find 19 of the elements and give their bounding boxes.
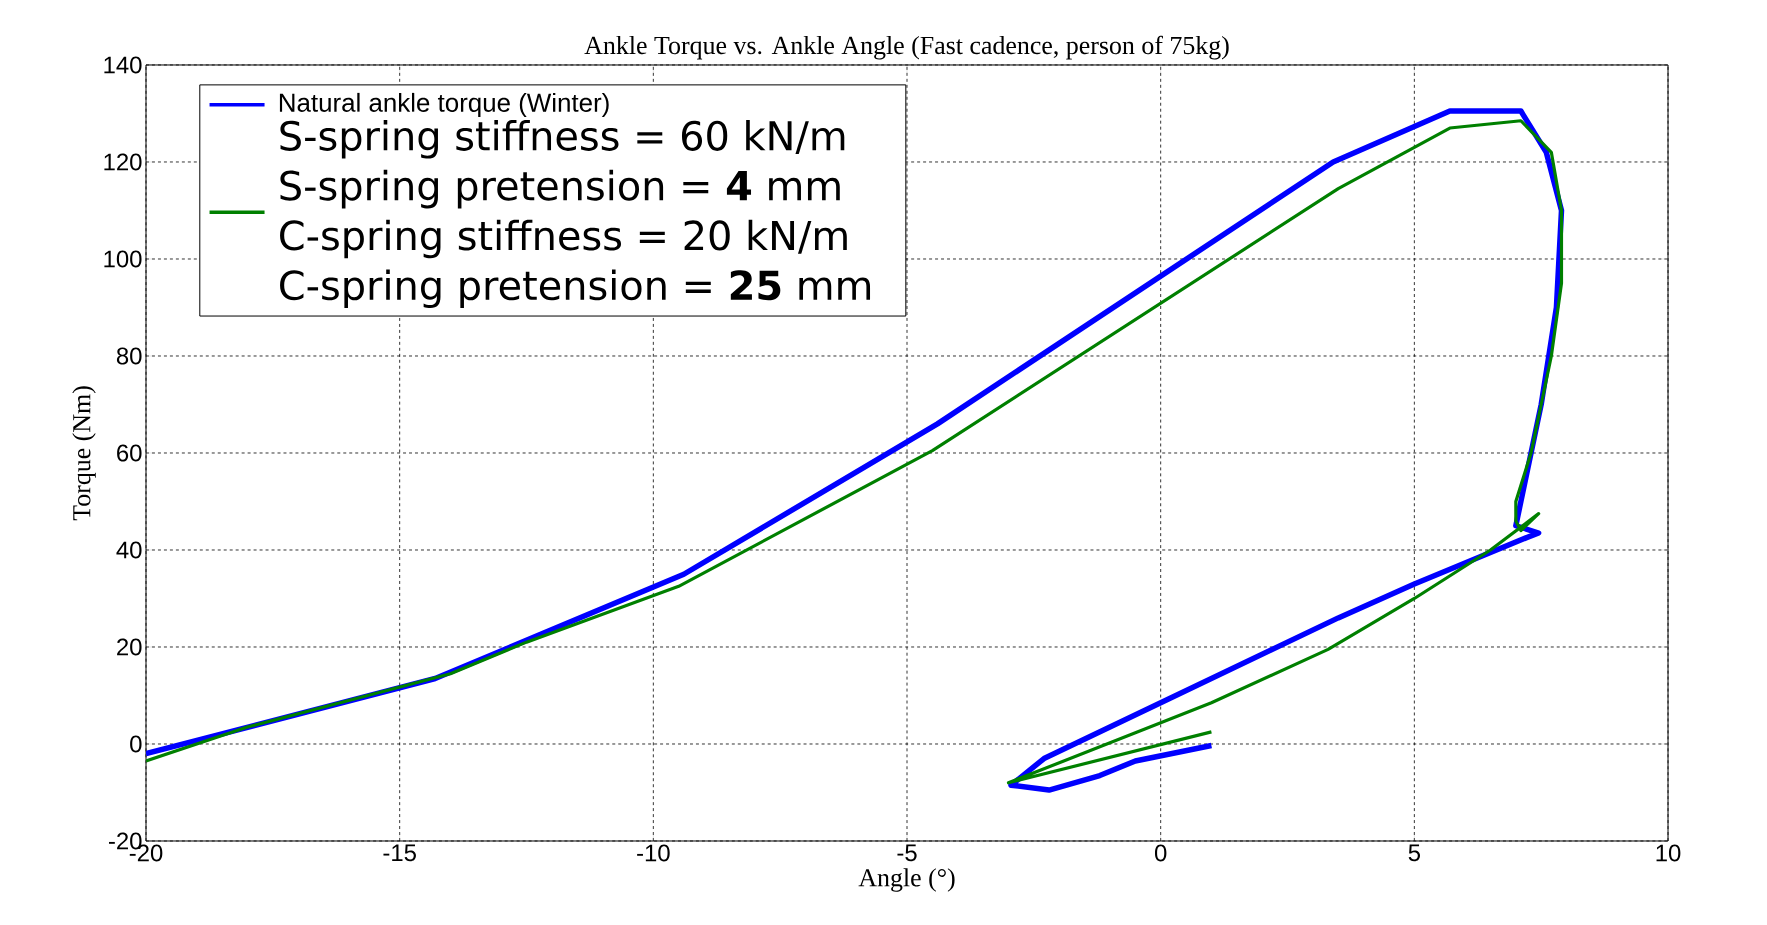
y-tick-label: 60 — [117, 444, 142, 462]
chart-title: Ankle Torque vs. Ankle Angle (Fast cadence, person of 75kg) — [584, 35, 1229, 60]
x-tick-label: 0 — [1154, 844, 1167, 862]
y-tick-label: 0 — [130, 735, 142, 753]
y-tick-label: 100 — [104, 250, 142, 268]
x-tick-label: -15 — [383, 844, 416, 862]
y-tick-label: 120 — [104, 153, 142, 171]
x-axis-title: Angle (°) — [858, 868, 955, 892]
legend-label: Natural ankle torque (Winter) — [279, 92, 609, 118]
legend-label: S-spring stiffness = 60 kN/m S-spring pretension = 4 mm C-spring stiffness = 20 kN/m C-spring pretension = 25 mm — [280, 120, 871, 309]
x-tick-label: -5 — [897, 844, 917, 862]
x-tick-label: 5 — [1408, 844, 1420, 862]
y-axis-title: Torque (Nm) — [72, 386, 96, 521]
y-tick-label: 20 — [117, 638, 142, 656]
x-tick-label: -10 — [637, 844, 670, 862]
x-tick-label: 10 — [1656, 844, 1681, 862]
y-tick-label: 140 — [104, 56, 142, 74]
y-tick-label: 80 — [116, 347, 142, 365]
y-tick-label: 40 — [116, 541, 142, 559]
